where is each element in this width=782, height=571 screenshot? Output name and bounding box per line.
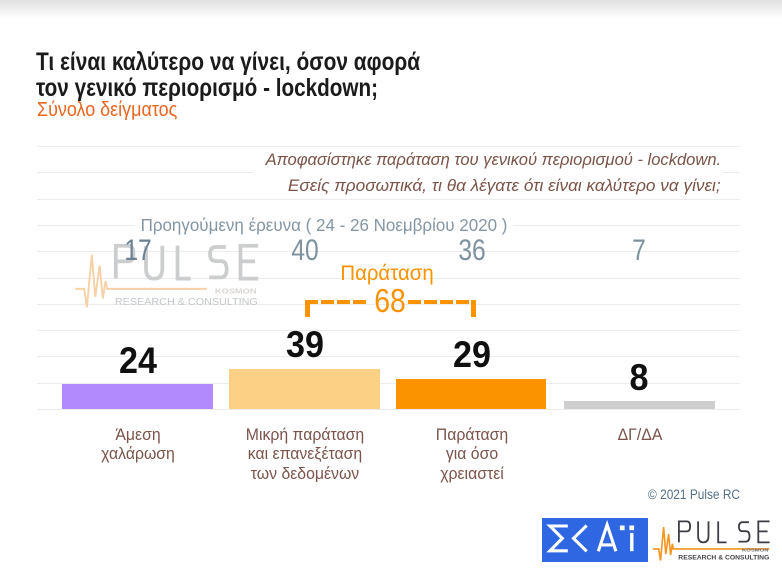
svg-text:RESEARCH & CONSULTING: RESEARCH & CONSULTING (678, 554, 769, 561)
svg-text:KOSMON: KOSMON (215, 286, 257, 295)
svg-text:RESEARCH & CONSULTING: RESEARCH & CONSULTING (115, 297, 258, 308)
svg-text:KOSMON: KOSMON (742, 548, 769, 553)
